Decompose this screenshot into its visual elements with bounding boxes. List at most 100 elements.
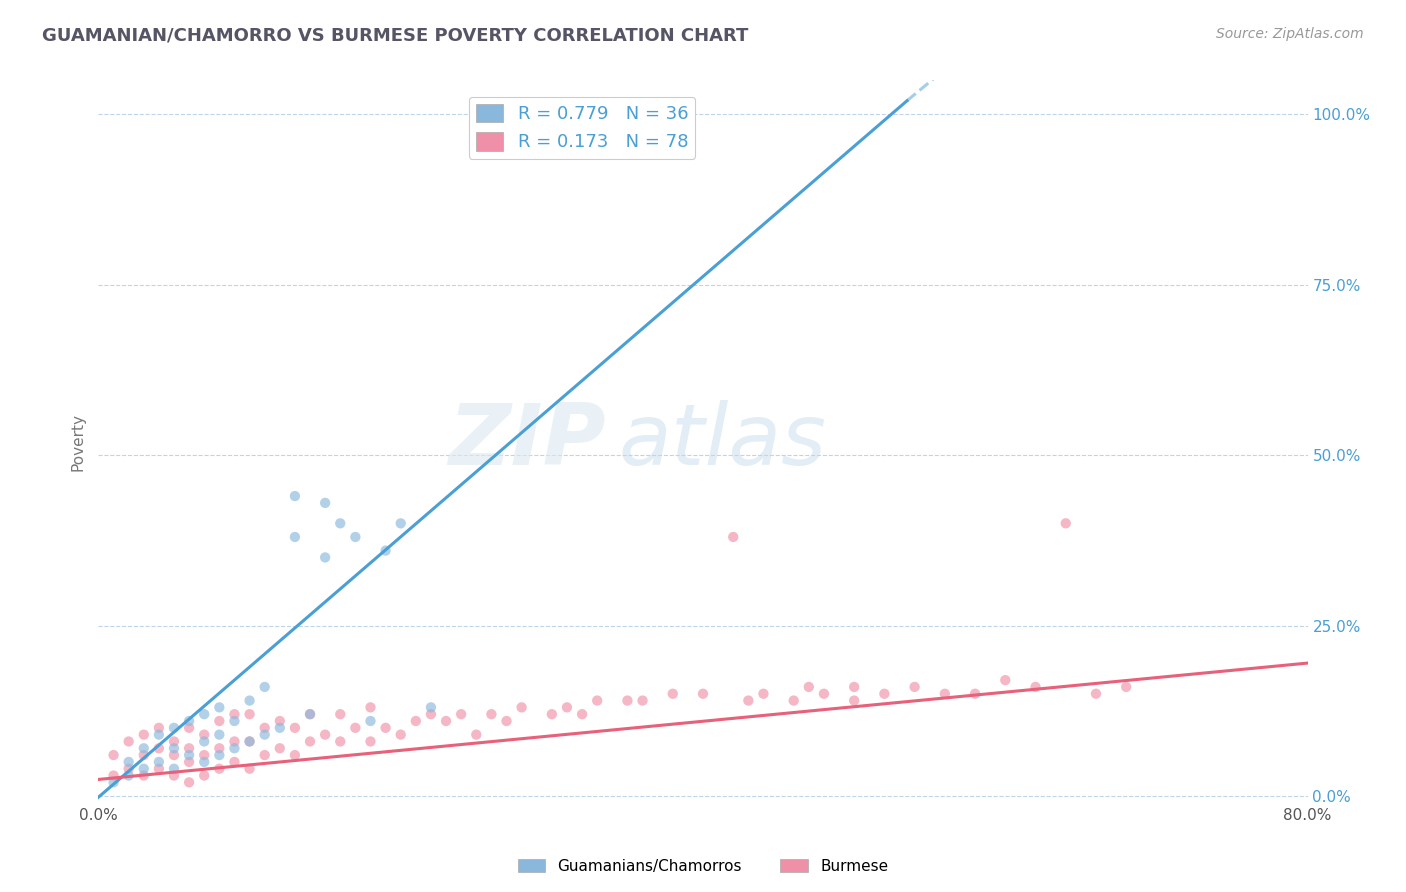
Point xyxy=(253,680,276,694)
Point xyxy=(132,748,155,763)
Point xyxy=(299,734,322,748)
Point xyxy=(405,714,427,728)
Point xyxy=(661,687,683,701)
Point xyxy=(132,728,155,742)
Point xyxy=(284,489,307,503)
Point xyxy=(132,741,155,756)
Point xyxy=(269,741,291,756)
Point xyxy=(434,714,457,728)
Text: Source: ZipAtlas.com: Source: ZipAtlas.com xyxy=(1216,27,1364,41)
Point xyxy=(844,680,866,694)
Point xyxy=(193,734,215,748)
Point xyxy=(813,687,835,701)
Point xyxy=(586,693,609,707)
Point xyxy=(132,768,155,782)
Point xyxy=(420,700,443,714)
Point xyxy=(224,714,246,728)
Point xyxy=(163,762,186,776)
Point xyxy=(329,707,352,722)
Point xyxy=(934,687,956,701)
Point xyxy=(253,748,276,763)
Point xyxy=(299,707,322,722)
Point xyxy=(450,707,472,722)
Text: atlas: atlas xyxy=(619,400,827,483)
Text: ZIP: ZIP xyxy=(449,400,606,483)
Point xyxy=(118,762,141,776)
Point xyxy=(374,721,396,735)
Point xyxy=(344,721,367,735)
Point xyxy=(193,755,215,769)
Point xyxy=(132,762,155,776)
Point xyxy=(374,543,396,558)
Point xyxy=(965,687,987,701)
Point xyxy=(284,721,307,735)
Point xyxy=(118,755,141,769)
Point xyxy=(329,734,352,748)
Point xyxy=(103,748,125,763)
Point xyxy=(1085,687,1108,701)
Point xyxy=(465,728,488,742)
Point xyxy=(844,693,866,707)
Point xyxy=(103,775,125,789)
Point xyxy=(208,762,231,776)
Point xyxy=(148,721,170,735)
Point xyxy=(163,734,186,748)
Point xyxy=(163,741,186,756)
Point xyxy=(344,530,367,544)
Point xyxy=(179,775,201,789)
Point xyxy=(284,530,307,544)
Point xyxy=(555,700,578,714)
Point xyxy=(1115,680,1137,694)
Point xyxy=(103,768,125,782)
Point xyxy=(179,755,201,769)
Point xyxy=(495,714,517,728)
Point xyxy=(1054,516,1077,531)
Point xyxy=(269,721,291,735)
Point xyxy=(360,734,382,748)
Point xyxy=(783,693,806,707)
Point xyxy=(269,714,291,728)
Point xyxy=(208,714,231,728)
Point xyxy=(193,768,215,782)
Point xyxy=(148,762,170,776)
Point xyxy=(299,707,322,722)
Point xyxy=(239,707,262,722)
Point xyxy=(224,741,246,756)
Point xyxy=(510,700,533,714)
Point xyxy=(314,496,336,510)
Point xyxy=(389,516,412,531)
Point xyxy=(163,748,186,763)
Point xyxy=(904,680,927,694)
Text: GUAMANIAN/CHAMORRO VS BURMESE POVERTY CORRELATION CHART: GUAMANIAN/CHAMORRO VS BURMESE POVERTY CO… xyxy=(42,27,748,45)
Point xyxy=(148,728,170,742)
Point xyxy=(179,741,201,756)
Point xyxy=(224,734,246,748)
Point xyxy=(314,728,336,742)
Point xyxy=(253,721,276,735)
Point xyxy=(284,748,307,763)
Point xyxy=(723,530,745,544)
Legend: R = 0.779   N = 36, R = 0.173   N = 78: R = 0.779 N = 36, R = 0.173 N = 78 xyxy=(468,96,696,159)
Point xyxy=(224,707,246,722)
Point xyxy=(193,748,215,763)
Point xyxy=(253,728,276,742)
Point xyxy=(118,768,141,782)
Point xyxy=(208,741,231,756)
Point xyxy=(737,693,759,707)
Y-axis label: Poverty: Poverty xyxy=(70,412,86,471)
Legend: Guamanians/Chamorros, Burmese: Guamanians/Chamorros, Burmese xyxy=(512,853,894,880)
Point xyxy=(314,550,336,565)
Point xyxy=(797,680,820,694)
Point xyxy=(329,516,352,531)
Point xyxy=(179,714,201,728)
Point xyxy=(239,762,262,776)
Point xyxy=(179,748,201,763)
Point xyxy=(540,707,562,722)
Point xyxy=(148,755,170,769)
Point xyxy=(616,693,638,707)
Point xyxy=(179,721,201,735)
Point xyxy=(193,707,215,722)
Point xyxy=(224,755,246,769)
Point xyxy=(163,768,186,782)
Point xyxy=(163,721,186,735)
